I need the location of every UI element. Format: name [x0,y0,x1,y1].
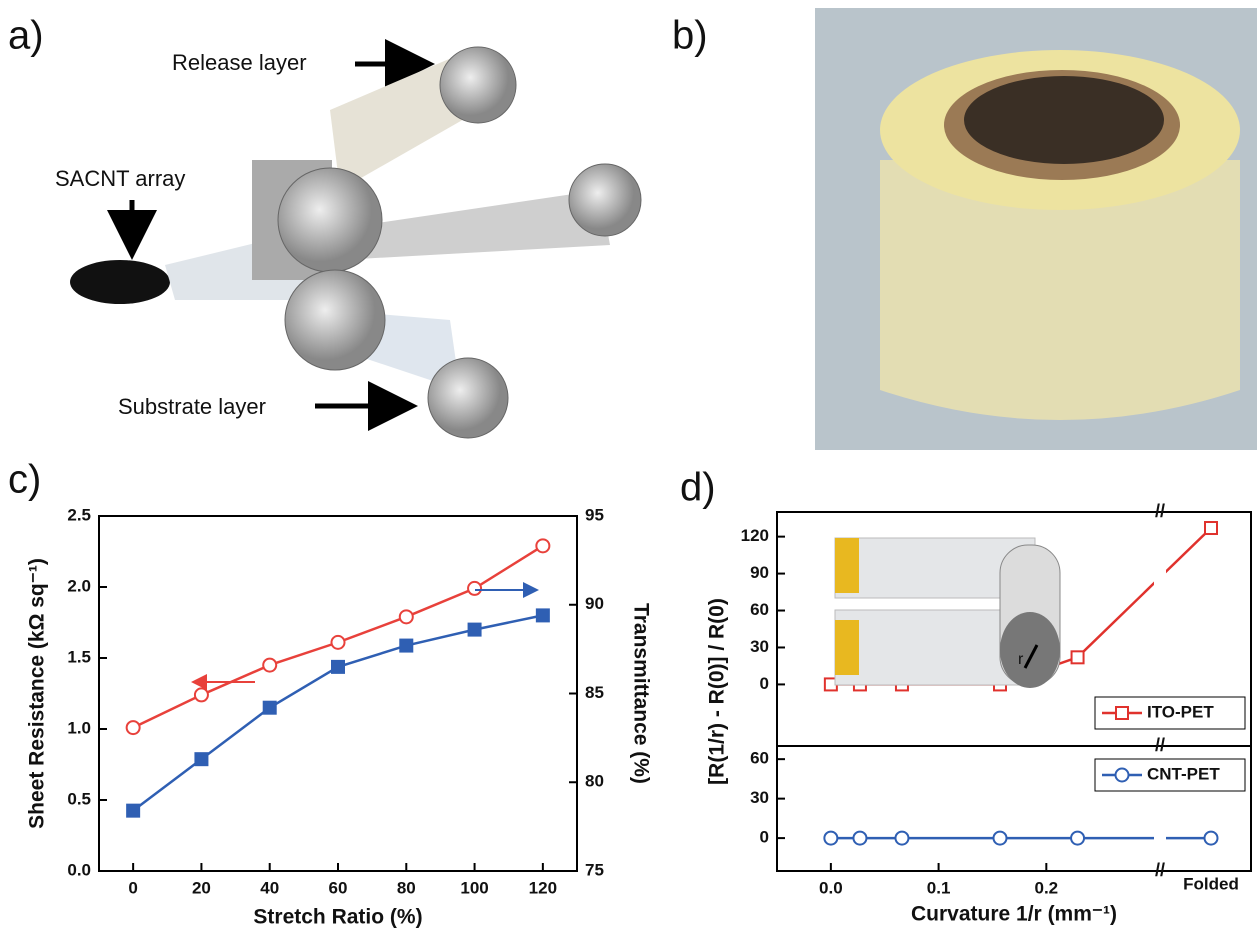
panel-label: a) [8,14,44,58]
y-tick-label: 0.5 [67,789,91,808]
inset-radius [1023,644,1039,669]
diagram-label: SACNT array [55,166,185,191]
y2-tick-label: 95 [585,505,604,524]
y-tick-label: 2.5 [67,505,91,524]
inset-label: r [1018,651,1024,668]
legend-marker [1114,767,1130,783]
photo-core [964,76,1164,164]
y2-axis-label: Transmittance (%) [629,603,652,784]
inset-cylinder [1000,612,1060,688]
point [535,538,551,554]
point [262,657,278,673]
y-tick-label: 1.0 [67,718,91,737]
point [330,634,346,650]
y-axis-label: Sheet Resistance (kΩ sq⁻¹) [26,558,49,829]
y-tick-label: 60 [750,600,769,619]
cnt-array [70,260,170,304]
legend-label: CNT-PET [1147,764,1220,783]
y-tick-label: 120 [741,526,769,545]
x-axis-label: Stretch Ratio (%) [253,906,422,929]
roller [427,357,509,439]
point [467,580,483,596]
roller [277,167,383,273]
y2-tick-label: 75 [585,860,604,879]
panel-b: b) [672,8,1257,450]
x-tick-label: 0.1 [927,878,951,897]
y2-tick-label: 85 [585,683,604,702]
point [1070,650,1085,665]
point [852,830,868,846]
y-axis-label: [R(1/r) - R(0)] / R(0) [706,598,729,785]
panel-label: c) [8,458,41,502]
point [262,700,277,715]
x-tick-label: 20 [192,878,211,897]
axis-break: // [1155,860,1165,880]
point [1203,830,1219,846]
panel-a: a) Release layer SACNT array Substrate l… [8,14,642,439]
diagram-label: Release layer [172,50,307,75]
y2-tick-label: 80 [585,772,604,791]
point [194,752,209,767]
y-tick-label: 1.5 [67,647,91,666]
x-tick-label: 0.2 [1034,878,1058,897]
plot-frame [776,745,1252,872]
point [398,609,414,625]
roller [439,46,517,124]
y2-tick-label: 90 [585,594,604,613]
legend-label: ITO-PET [1147,702,1214,721]
point [1070,830,1086,846]
point [126,803,141,818]
diagram-label: Substrate layer [118,394,266,419]
legend-marker [1115,706,1129,720]
inset-electrode [835,620,859,675]
line-gap [1154,514,1166,744]
y-tick-label: 30 [750,788,769,807]
x-axis-label: Curvature 1/r (mm⁻¹) [911,903,1117,926]
axis-break: // [1155,501,1165,521]
x-tick-label: 120 [529,878,557,897]
x-tick-label: 0 [128,878,137,897]
point [399,638,414,653]
photo-roll [880,160,1240,420]
x-tick-label: 0.0 [819,878,843,897]
point [535,608,550,623]
point [467,622,482,637]
x-tick-label: 60 [329,878,348,897]
y-tick-label: 90 [750,563,769,582]
point [193,687,209,703]
roller [284,269,386,371]
y-tick-label: 0 [760,828,769,847]
film [330,190,610,260]
x-tick-label: 100 [460,878,488,897]
panel-label: d) [680,466,716,510]
point [125,720,141,736]
y-tick-label: 2.0 [67,576,91,595]
inset: r [834,537,1061,688]
y-tick-label: 30 [750,637,769,656]
panel-label: b) [672,14,708,58]
point [992,830,1008,846]
y-tick-label: 0.0 [67,860,91,879]
roller [568,163,642,237]
charts: c) 0 20 40 60 80 100 120 0.0 0.5 1.0 1.5 2.0 2.5 75 80 8… [8,458,1252,929]
y-tick-label: 60 [750,749,769,768]
x-tick-label: 40 [260,878,279,897]
point [1204,521,1218,536]
point [331,659,345,674]
y-tick-label: 0 [760,674,769,693]
point [823,830,839,846]
axis-break: // [1155,735,1165,755]
x-tick-label: 80 [397,878,416,897]
point [894,830,910,846]
inset-electrode [835,538,859,593]
x-tick-label: Folded [1183,874,1239,893]
